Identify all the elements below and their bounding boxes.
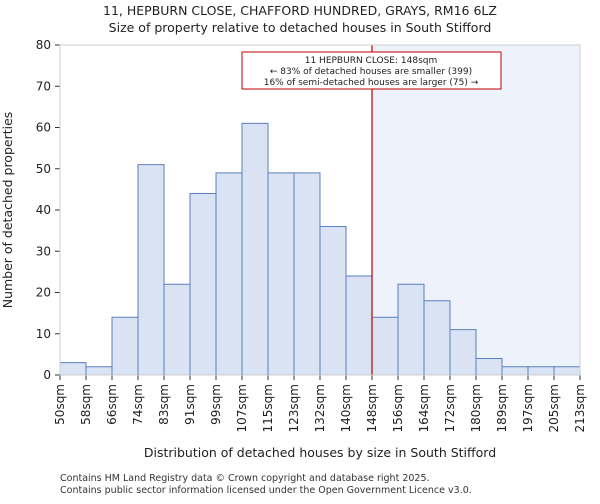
y-tick-label: 10 <box>36 327 51 341</box>
x-tick-label: 66sqm <box>105 384 119 425</box>
x-tick-label: 58sqm <box>79 384 93 425</box>
annotation-box <box>241 51 502 90</box>
bar <box>397 283 425 376</box>
bar <box>475 358 503 376</box>
bar <box>267 172 295 376</box>
x-tick-label: 172sqm <box>443 384 457 432</box>
y-axis-label: Number of detached properties <box>0 112 15 309</box>
x-tick-label: 156sqm <box>391 384 405 432</box>
bar <box>423 300 451 376</box>
x-tick-label: 50sqm <box>53 384 67 425</box>
y-tick-label: 20 <box>36 286 51 300</box>
x-tick-label: 213sqm <box>573 384 587 432</box>
y-tick-label: 50 <box>36 162 51 176</box>
bar <box>215 172 243 376</box>
y-axis: 0 10 20 30 40 50 60 70 80 <box>36 38 61 382</box>
bars-group <box>59 122 581 376</box>
x-axis: 50sqm 58sqm 66sqm 74sqm 83sqm 91sqm 99sqm 107sq… <box>53 374 587 432</box>
x-tick-label: 91sqm <box>183 384 197 425</box>
plot-frame <box>59 44 581 376</box>
x-tick-label: 123sqm <box>287 384 301 432</box>
x-tick-label: 107sqm <box>235 384 249 432</box>
bar <box>293 172 321 376</box>
annotation-line-2: ← 83% of detached houses are smaller (39… <box>270 67 472 77</box>
chart-title: 11, HEPBURN CLOSE, CHAFFORD HUNDRED, GRA… <box>103 3 497 18</box>
bar <box>137 164 165 376</box>
x-tick-label: 197sqm <box>521 384 535 432</box>
annotation-line-1: 11 HEPBURN CLOSE: 148sqm <box>305 56 438 66</box>
annotation-line-3: 16% of semi-detached houses are larger (… <box>264 78 479 88</box>
bar <box>553 366 581 376</box>
bar <box>319 226 347 376</box>
footer-line-1: Contains HM Land Registry data © Crown c… <box>60 473 430 484</box>
y-tick-label: 0 <box>43 368 51 382</box>
bar <box>449 329 477 376</box>
bar <box>163 283 191 376</box>
x-tick-label: 205sqm <box>547 384 561 432</box>
footer-line-2: Contains public sector information licen… <box>60 485 472 496</box>
x-axis-label: Distribution of detached houses by size … <box>144 445 496 460</box>
bar <box>501 366 529 376</box>
y-tick-label: 80 <box>36 38 51 52</box>
x-tick-label: 164sqm <box>417 384 431 432</box>
annotation: 11 HEPBURN CLOSE: 148sqm ← 83% of detach… <box>241 51 502 90</box>
y-tick-label: 40 <box>36 203 51 217</box>
bar <box>241 122 269 376</box>
y-tick-label: 30 <box>36 244 51 258</box>
y-tick-label: 60 <box>36 121 51 135</box>
x-tick-label: 115sqm <box>261 384 275 432</box>
x-tick-label: 99sqm <box>209 384 223 425</box>
bar <box>111 316 139 376</box>
x-tick-label: 180sqm <box>469 384 483 432</box>
bar <box>371 316 399 376</box>
bar <box>189 193 217 376</box>
x-tick-label: 140sqm <box>339 384 353 432</box>
bar <box>85 366 113 376</box>
x-tick-label: 189sqm <box>495 384 509 432</box>
x-tick-label: 132sqm <box>313 384 327 432</box>
bar <box>59 362 87 376</box>
x-tick-label: 83sqm <box>157 384 171 425</box>
chart-subtitle: Size of property relative to detached ho… <box>109 20 492 35</box>
x-tick-label: 148sqm <box>365 384 379 432</box>
x-tick-label: 74sqm <box>131 384 145 425</box>
bar <box>345 275 373 376</box>
bar <box>527 366 555 376</box>
y-tick-label: 70 <box>36 79 51 93</box>
